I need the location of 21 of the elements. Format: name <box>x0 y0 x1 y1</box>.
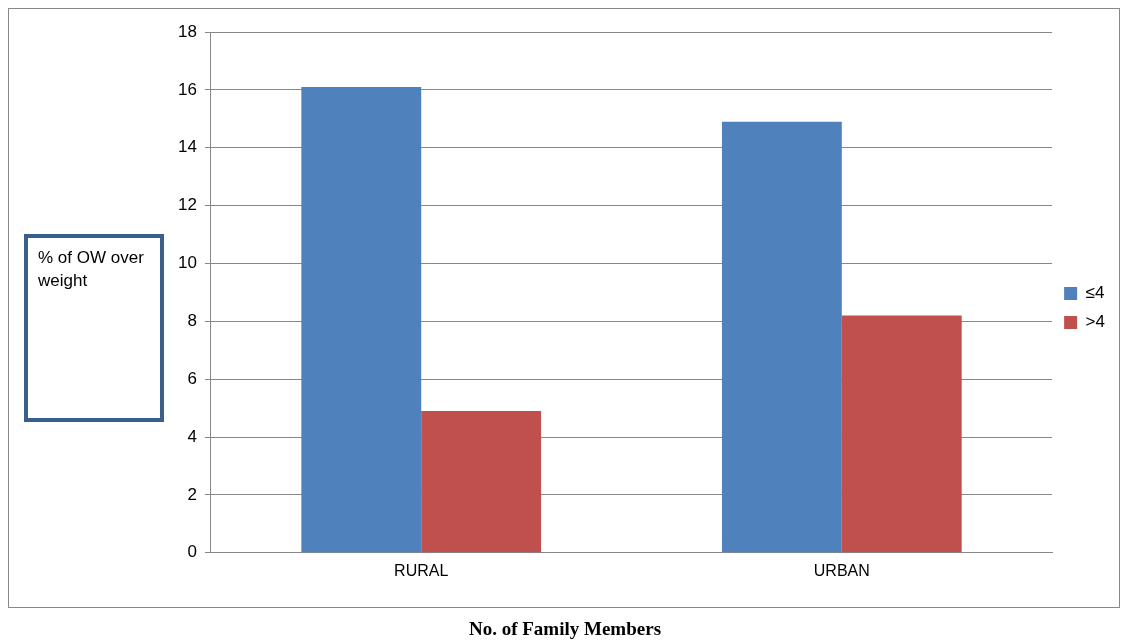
y-tick-label: 12 <box>177 195 197 215</box>
legend-label: >4 <box>1085 312 1106 332</box>
y-tick-label: 4 <box>187 426 197 446</box>
x-tick-label: URBAN <box>813 561 870 579</box>
y-tick-label: 6 <box>187 368 197 388</box>
y-tick-label: 0 <box>187 542 197 562</box>
y-tick-label: 16 <box>177 79 197 99</box>
y-tick-label: 18 <box>177 21 197 41</box>
legend-label: ≤4 <box>1085 283 1105 303</box>
bar <box>841 315 962 553</box>
y-tick-label: 8 <box>187 311 197 331</box>
label-frame: % of OW over weight <box>24 234 164 422</box>
y-tick-label: 10 <box>177 253 197 273</box>
x-axis-title: No. of Family Members <box>467 618 663 640</box>
y-tick-label: 2 <box>187 484 197 504</box>
y-axis-title: % of OW over weight <box>38 248 144 290</box>
bar <box>421 411 542 553</box>
y-tick-label: 14 <box>177 137 197 157</box>
bar <box>301 86 422 553</box>
x-tick-label: RURAL <box>394 561 449 579</box>
bar <box>721 121 842 553</box>
